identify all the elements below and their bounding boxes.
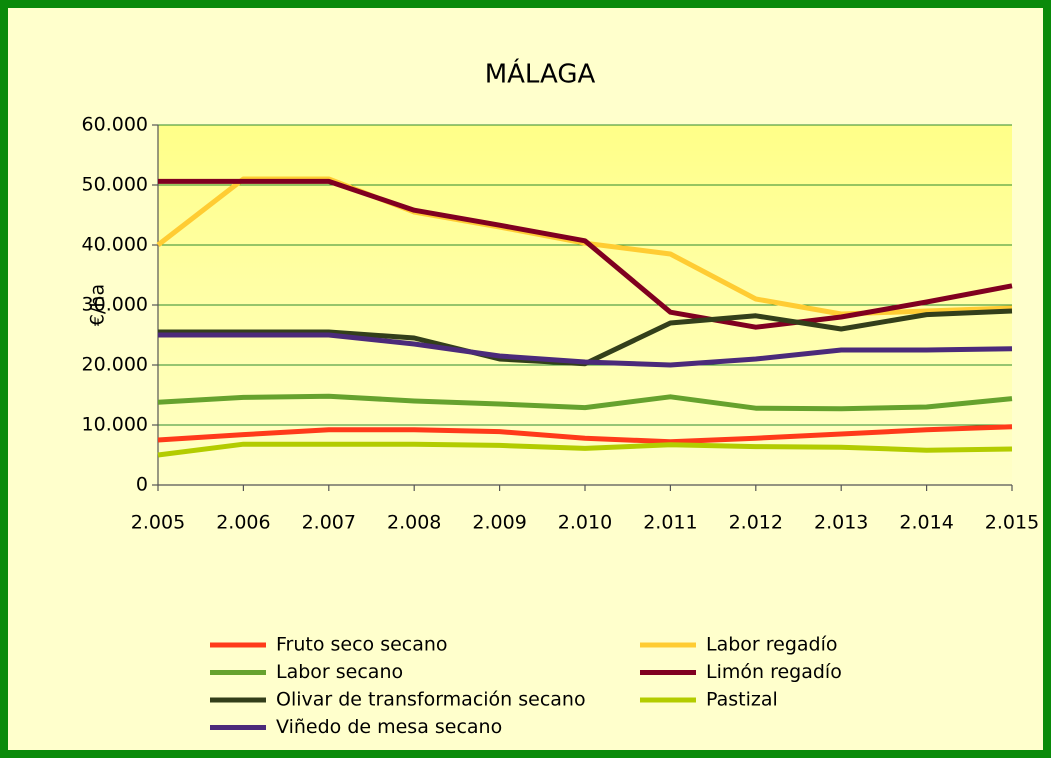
y-tick-label: 0 (136, 474, 148, 496)
x-tick-label: 2.006 (216, 512, 270, 534)
series-line (157, 441, 1013, 458)
chart-title: MÁLAGA (485, 58, 596, 90)
y-tick-label: 60.000 (82, 114, 148, 136)
legend-label: Olivar de transformación secano (276, 689, 586, 711)
x-tick-label: 2.005 (131, 512, 185, 534)
x-tick-label: 2.009 (472, 512, 526, 534)
series-line (158, 332, 1013, 368)
x-tick-label: 2.015 (985, 512, 1039, 534)
y-tick-label: 30.000 (82, 294, 148, 316)
y-tick-label: 40.000 (82, 234, 148, 256)
y-tick-label: 10.000 (82, 414, 148, 436)
series-line (157, 393, 1013, 412)
legend-label: Labor secano (276, 661, 403, 683)
y-tick-label: 50.000 (82, 174, 148, 196)
series-line (157, 424, 1013, 445)
series-line (158, 178, 1013, 330)
y-axis-label: €/ha (87, 284, 109, 326)
y-tick-label: 20.000 (82, 354, 148, 376)
x-tick-label: 2.012 (729, 512, 783, 534)
x-tick-label: 2.010 (558, 512, 612, 534)
x-tick-label: 2.008 (387, 512, 441, 534)
x-tick-label: 2.014 (899, 512, 953, 534)
legend-label: Viñedo de mesa secano (276, 716, 502, 738)
x-tick-label: 2.013 (814, 512, 868, 534)
legend-label: Limón regadío (706, 661, 842, 683)
x-tick-label: 2.007 (302, 512, 356, 534)
x-tick-label: 2.011 (643, 512, 697, 534)
legend-label: Pastizal (706, 689, 778, 711)
legend-label: Labor regadío (706, 634, 838, 656)
legend-label: Fruto seco secano (276, 634, 448, 656)
